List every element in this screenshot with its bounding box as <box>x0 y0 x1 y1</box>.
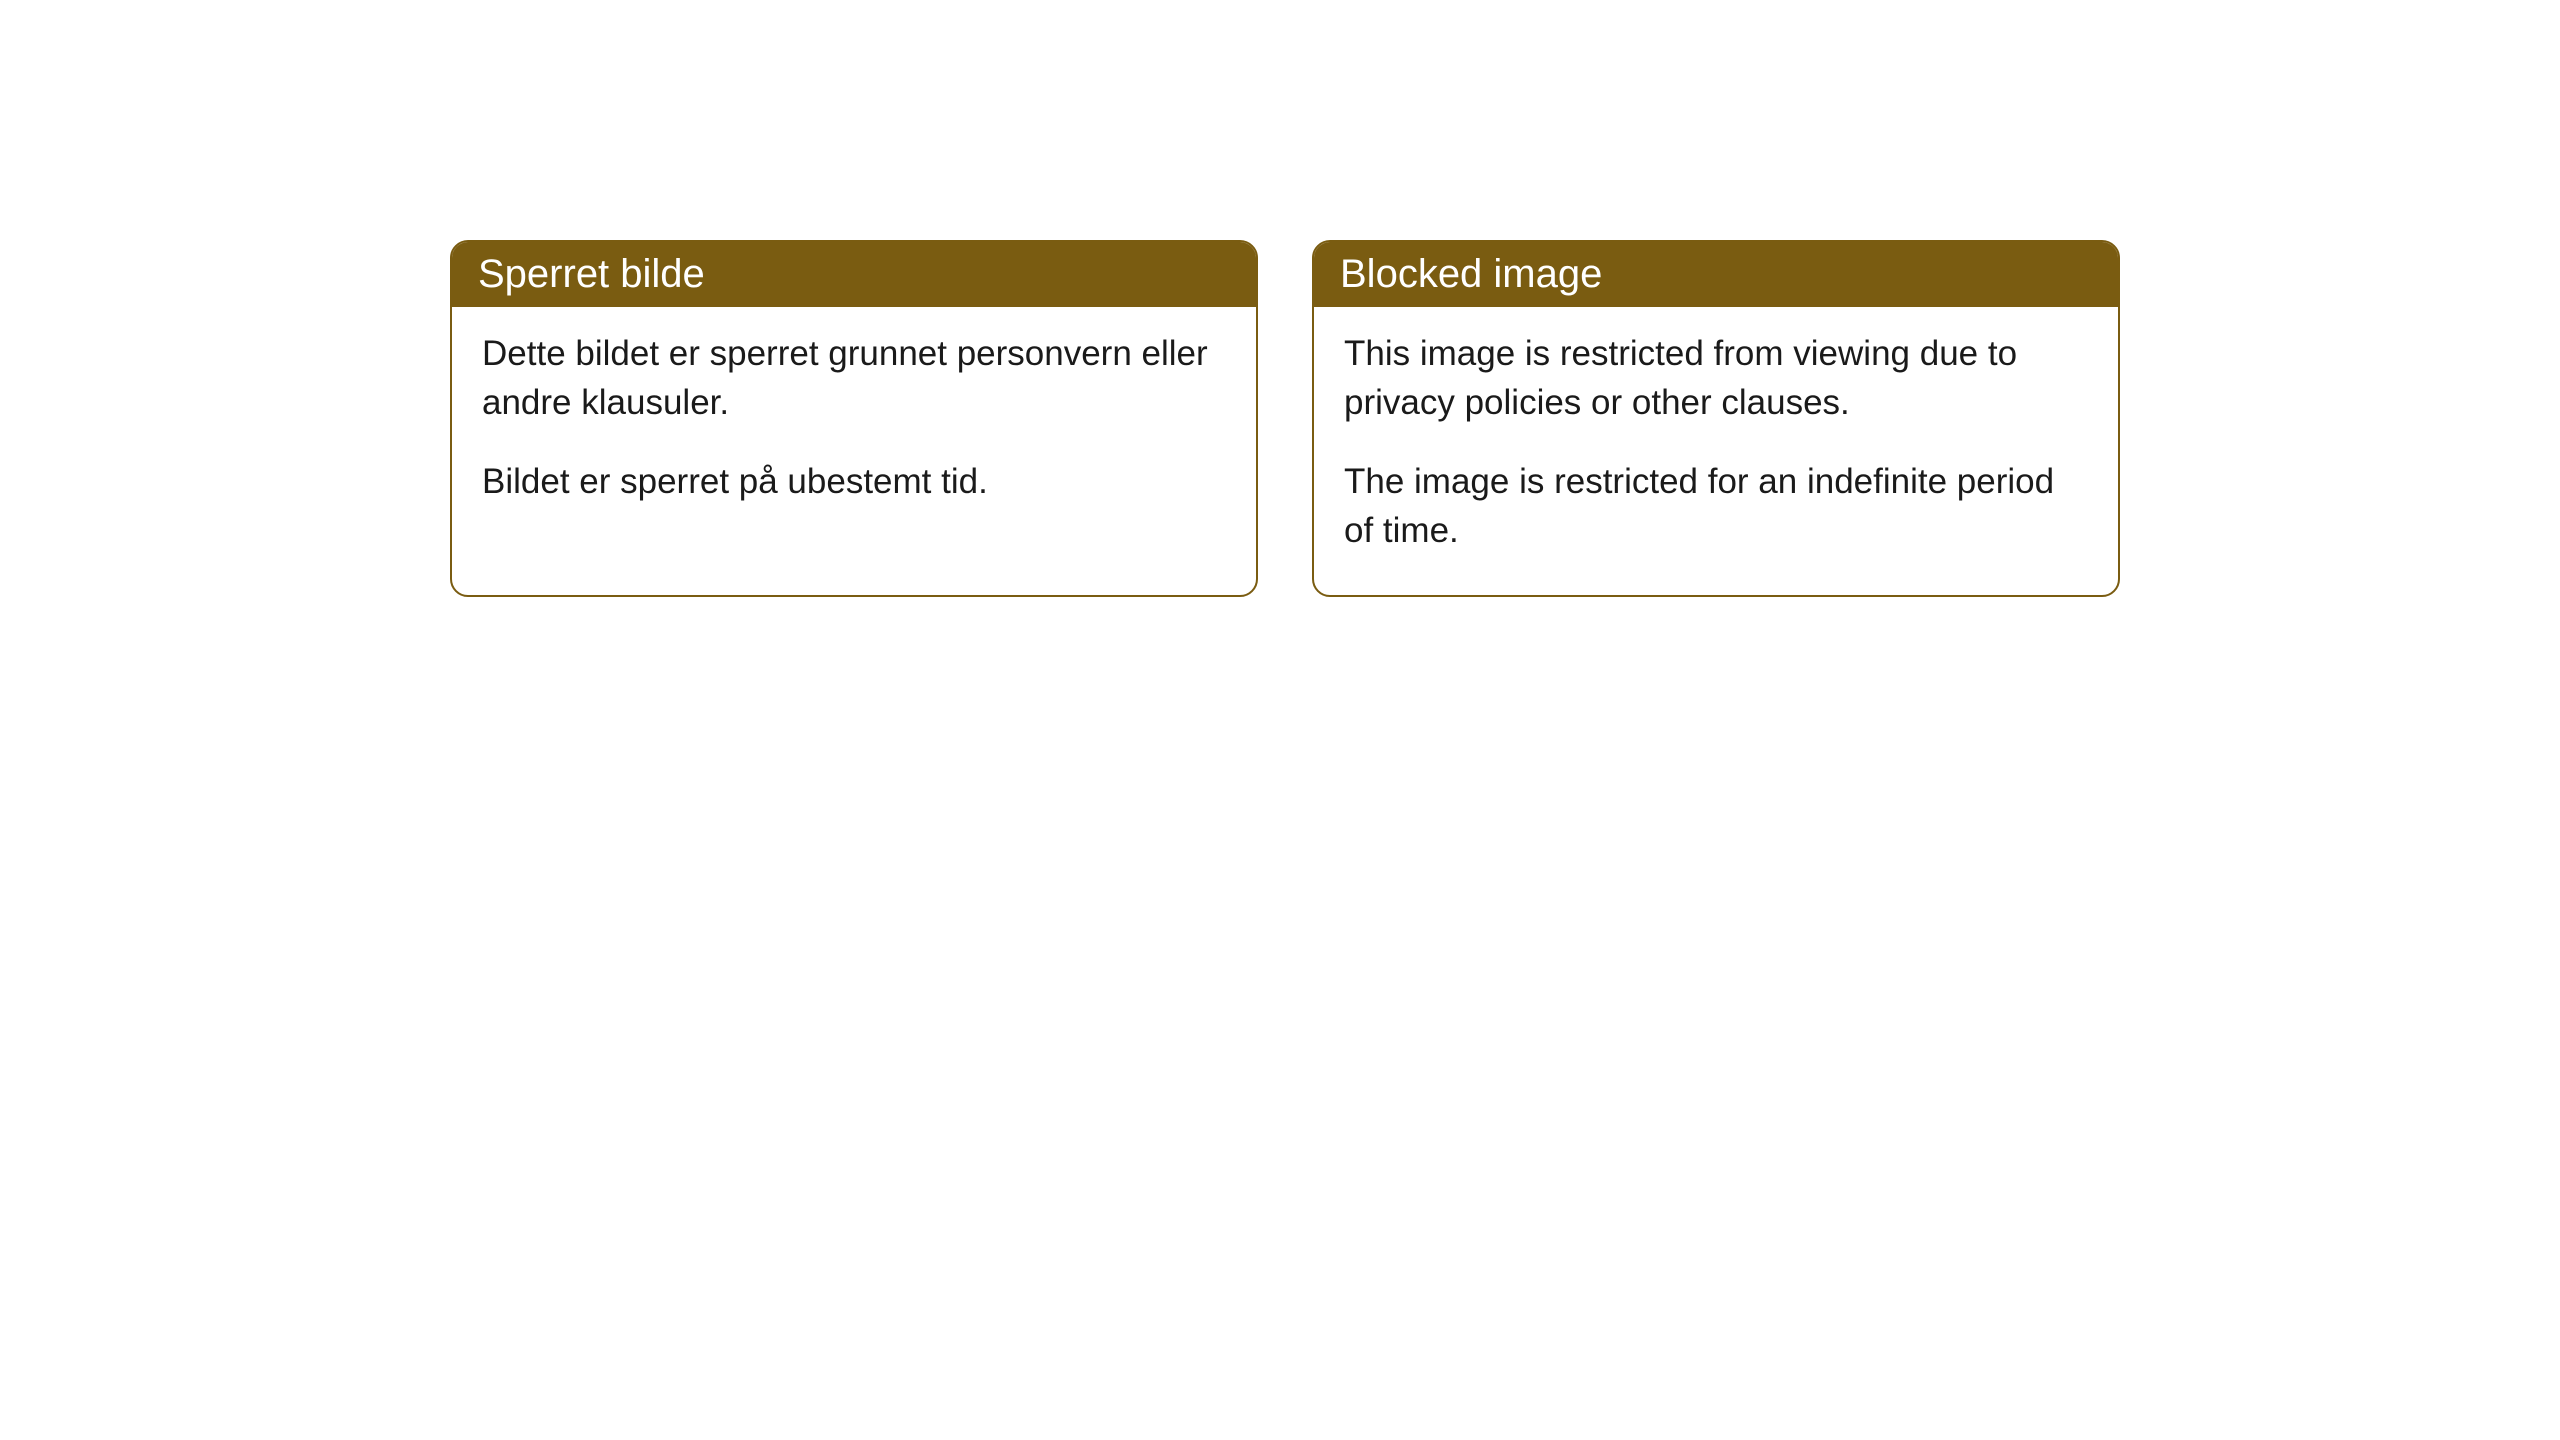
card-paragraph-2: The image is restricted for an indefinit… <box>1344 457 2088 555</box>
card-body-norwegian: Dette bildet er sperret grunnet personve… <box>452 307 1256 546</box>
blocked-image-card-english: Blocked image This image is restricted f… <box>1312 240 2120 597</box>
card-body-english: This image is restricted from viewing du… <box>1314 307 2118 595</box>
card-paragraph-1: Dette bildet er sperret grunnet personve… <box>482 329 1226 427</box>
card-title: Sperret bilde <box>478 252 705 296</box>
card-header-norwegian: Sperret bilde <box>452 242 1256 307</box>
card-header-english: Blocked image <box>1314 242 2118 307</box>
card-title: Blocked image <box>1340 252 1602 296</box>
card-paragraph-1: This image is restricted from viewing du… <box>1344 329 2088 427</box>
notice-cards-container: Sperret bilde Dette bildet er sperret gr… <box>450 240 2120 597</box>
card-paragraph-2: Bildet er sperret på ubestemt tid. <box>482 457 1226 506</box>
blocked-image-card-norwegian: Sperret bilde Dette bildet er sperret gr… <box>450 240 1258 597</box>
